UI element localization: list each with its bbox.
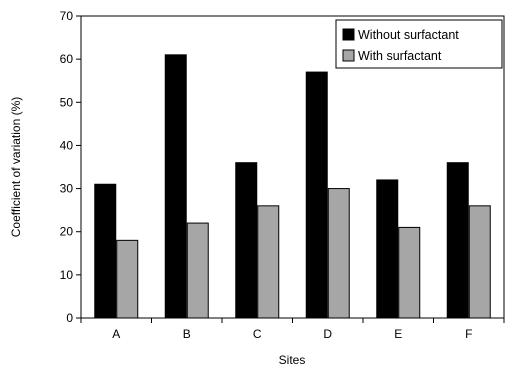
bar-without-surfactant-f [446, 162, 469, 319]
x-axis-label: Sites [279, 353, 306, 367]
x-tick-label: F [465, 327, 472, 341]
legend-label-without-surfactant: Without surfactant [358, 28, 459, 42]
x-tick-label: A [112, 327, 120, 341]
y-axis-label: Coefficient of variation (%) [9, 97, 23, 238]
legend-swatch-without-surfactant [342, 28, 355, 41]
x-tick-label: E [394, 327, 402, 341]
bar-with-surfactant-c [257, 205, 280, 319]
bar-series-group [94, 54, 491, 319]
bar-with-surfactant-d [327, 188, 350, 319]
y-tick-label: 40 [60, 138, 74, 152]
y-tick-label: 30 [60, 182, 74, 196]
bar-without-surfactant-c [235, 162, 258, 319]
legend-box [335, 19, 503, 69]
legend-swatch-with-surfactant [342, 49, 355, 62]
y-tick-label: 0 [66, 311, 73, 325]
bar-with-surfactant-a [116, 239, 139, 319]
bar-without-surfactant-a [94, 183, 117, 319]
bar-with-surfactant-e [398, 226, 421, 319]
bar-with-surfactant-b [186, 222, 209, 319]
y-tick-label: 70 [60, 9, 74, 23]
y-tick-label: 10 [60, 268, 74, 282]
y-tick-label: 50 [60, 95, 74, 109]
bar-without-surfactant-b [164, 54, 187, 319]
y-tick-label: 60 [60, 52, 74, 66]
x-tick-label: D [323, 327, 332, 341]
y-axis: 0 10 20 30 40 50 60 70 [60, 9, 81, 325]
legend-label-with-surfactant: With surfactant [358, 49, 442, 63]
bar-with-surfactant-f [468, 205, 491, 319]
x-tick-label: C [253, 327, 262, 341]
bar-without-surfactant-d [305, 71, 328, 319]
x-tick-label: B [183, 327, 191, 341]
x-axis: A B C D E F [80, 318, 505, 341]
bar-without-surfactant-e [376, 179, 399, 319]
legend: Without surfactant With surfactant [335, 19, 503, 69]
y-tick-label: 20 [60, 225, 74, 239]
